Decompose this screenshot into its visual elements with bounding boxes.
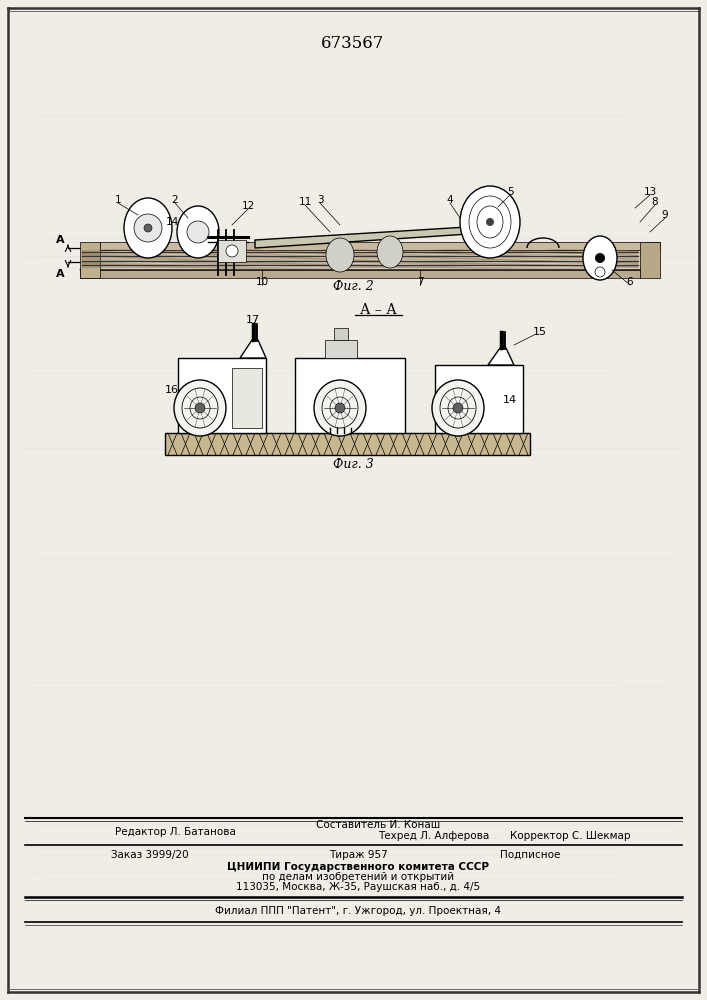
Circle shape	[453, 403, 463, 413]
Bar	[334, 328, 348, 340]
Bar	[165, 433, 530, 455]
Text: по делам изобретений и открытий: по делам изобретений и открытий	[262, 872, 454, 882]
Text: 14: 14	[165, 217, 179, 227]
Polygon shape	[100, 242, 660, 250]
Text: Составитель И. Конаш: Составитель И. Конаш	[316, 820, 440, 830]
Polygon shape	[488, 348, 514, 365]
Text: Техред Л. Алферова: Техред Л. Алферова	[378, 831, 489, 841]
Ellipse shape	[460, 186, 520, 258]
Text: 9: 9	[662, 210, 668, 220]
Text: А: А	[56, 235, 64, 245]
Text: Фиг. 3: Фиг. 3	[332, 458, 373, 472]
Polygon shape	[80, 270, 640, 278]
Circle shape	[486, 218, 494, 226]
Circle shape	[144, 224, 152, 232]
Polygon shape	[80, 242, 100, 278]
Circle shape	[195, 403, 205, 413]
Text: 8: 8	[652, 197, 658, 207]
Text: 2: 2	[172, 195, 178, 205]
Bar	[295, 358, 405, 433]
Text: Корректор С. Шекмар: Корректор С. Шекмар	[510, 831, 631, 841]
Text: 113035, Москва, Ж-35, Раушская наб., д. 4/5: 113035, Москва, Ж-35, Раушская наб., д. …	[236, 882, 480, 892]
Circle shape	[595, 267, 605, 277]
Ellipse shape	[377, 236, 403, 268]
Text: Подписное: Подписное	[500, 850, 560, 860]
Text: 16: 16	[165, 385, 179, 395]
Text: 1: 1	[115, 195, 122, 205]
Polygon shape	[640, 242, 660, 278]
Text: Фиг. 2: Фиг. 2	[332, 279, 373, 292]
Text: ЦНИИПИ Государственного комитета СССР: ЦНИИПИ Государственного комитета СССР	[227, 862, 489, 872]
Circle shape	[595, 253, 605, 263]
Ellipse shape	[124, 198, 172, 258]
Text: А – А: А – А	[360, 303, 397, 317]
Ellipse shape	[314, 380, 366, 436]
Ellipse shape	[174, 380, 226, 436]
Polygon shape	[255, 225, 500, 248]
Bar	[178, 358, 266, 433]
Text: 673567: 673567	[321, 34, 385, 51]
Text: 13: 13	[643, 187, 657, 197]
Text: А: А	[56, 269, 64, 279]
Circle shape	[187, 221, 209, 243]
Polygon shape	[240, 340, 266, 358]
Ellipse shape	[326, 238, 354, 272]
Polygon shape	[80, 250, 660, 270]
Ellipse shape	[583, 236, 617, 280]
Text: 15: 15	[533, 327, 547, 337]
Text: 11: 11	[298, 197, 312, 207]
Text: Филиал ППП "Патент", г. Ужгород, ул. Проектная, 4: Филиал ППП "Патент", г. Ужгород, ул. Про…	[215, 906, 501, 916]
Ellipse shape	[432, 380, 484, 436]
Text: 5: 5	[507, 187, 513, 197]
Text: 12: 12	[241, 201, 255, 211]
Text: Заказ 3999/20: Заказ 3999/20	[111, 850, 189, 860]
Circle shape	[335, 403, 345, 413]
Text: 3: 3	[317, 195, 323, 205]
Circle shape	[134, 214, 162, 242]
Bar	[218, 240, 246, 262]
Text: 7: 7	[416, 277, 423, 287]
Bar	[325, 340, 357, 358]
Text: Тираж 957: Тираж 957	[329, 850, 387, 860]
Text: 17: 17	[246, 315, 260, 325]
Text: 14: 14	[503, 395, 517, 405]
Text: 4: 4	[447, 195, 453, 205]
Text: 10: 10	[255, 277, 269, 287]
Ellipse shape	[177, 206, 219, 258]
Circle shape	[226, 245, 238, 257]
Text: Редактор Л. Батанова: Редактор Л. Батанова	[115, 827, 235, 837]
Text: 6: 6	[626, 277, 633, 287]
Bar	[435, 365, 523, 433]
Bar	[232, 368, 262, 428]
